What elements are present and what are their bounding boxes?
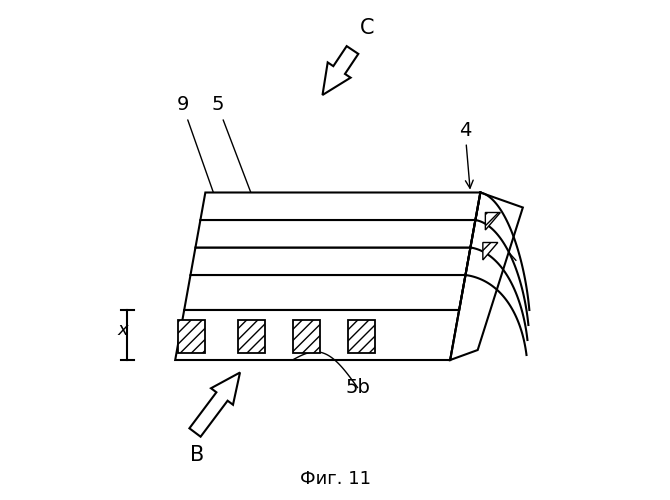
Polygon shape [196,220,476,248]
Text: C: C [360,18,375,38]
Polygon shape [190,372,240,436]
Bar [293,320,320,352]
Polygon shape [175,310,459,360]
Polygon shape [200,192,480,220]
Text: 9: 9 [176,96,227,231]
Bar [237,320,265,352]
Text: 5b: 5b [345,378,370,397]
Polygon shape [322,46,358,95]
Polygon shape [450,192,523,360]
Polygon shape [184,275,466,310]
Text: B: B [190,445,204,465]
Text: x: x [117,321,128,339]
Polygon shape [190,248,470,275]
Text: Фиг. 11: Фиг. 11 [299,470,371,488]
Text: 5: 5 [211,96,267,234]
Bar [348,320,375,352]
Text: 4: 4 [459,120,473,188]
Polygon shape [483,242,498,260]
Polygon shape [485,212,500,230]
Bar [178,320,205,352]
Text: 20: 20 [473,206,497,225]
